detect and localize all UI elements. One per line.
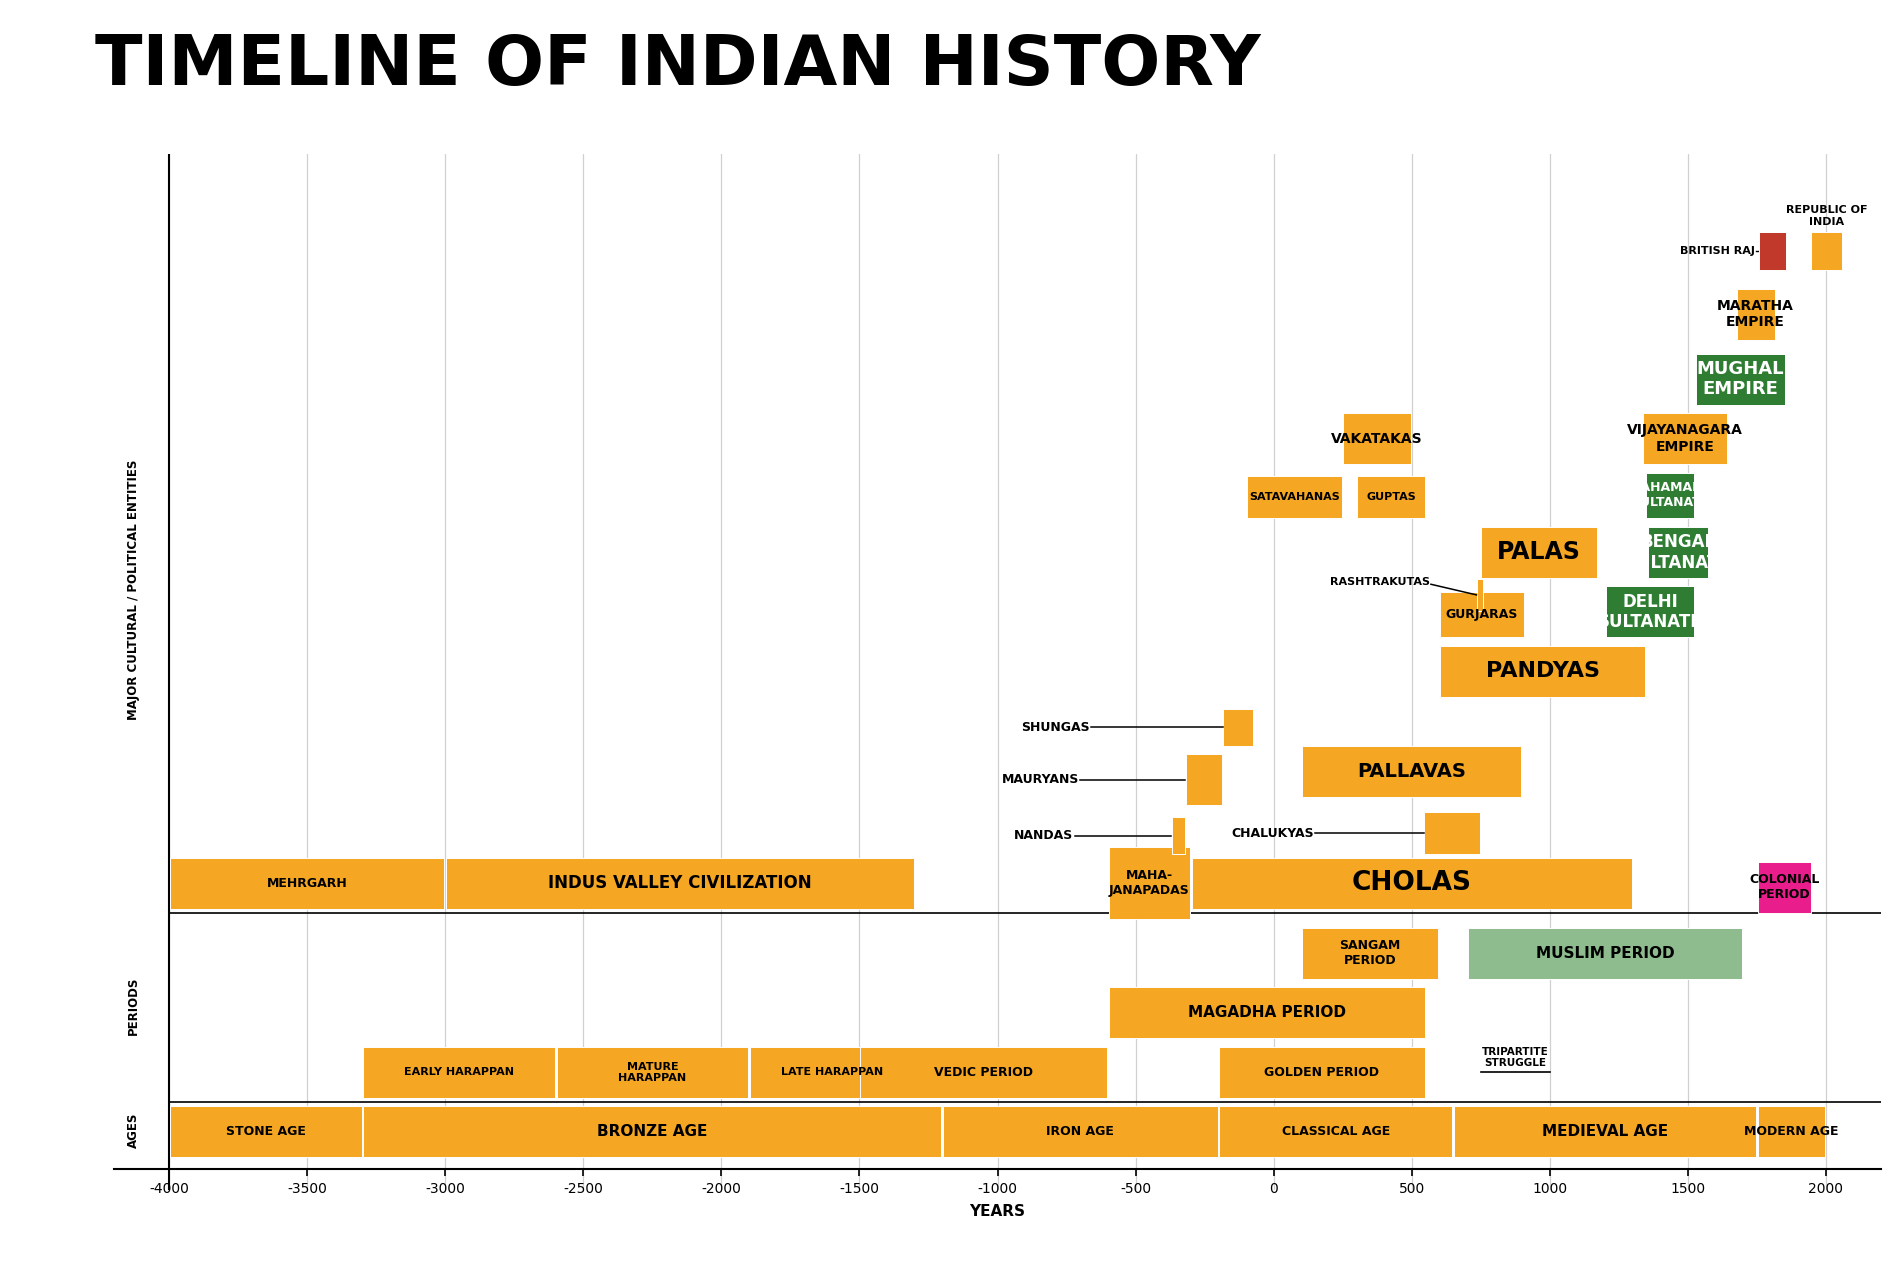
Text: PALAS: PALAS — [1497, 540, 1581, 564]
Bar — [1246, 476, 1341, 518]
Text: DELHI
SULTANATE: DELHI SULTANATE — [1598, 593, 1702, 631]
Bar — [446, 858, 914, 909]
Bar — [1220, 1106, 1452, 1157]
Text: COLONIAL
PERIOD: COLONIAL PERIOD — [1750, 873, 1820, 901]
Text: REPUBLIC OF
INDIA: REPUBLIC OF INDIA — [1786, 205, 1868, 227]
Bar — [169, 1106, 361, 1157]
Text: MAJOR CULTURAL / POLITICAL ENTITIES: MAJOR CULTURAL / POLITICAL ENTITIES — [127, 460, 141, 721]
Text: PANDYAS: PANDYAS — [1486, 662, 1600, 681]
Text: CHALUKYAS: CHALUKYAS — [1231, 827, 1313, 840]
Text: PERIODS: PERIODS — [127, 977, 141, 1036]
Bar — [1357, 476, 1425, 518]
Bar — [1759, 232, 1786, 270]
Bar — [1758, 1106, 1826, 1157]
Bar — [1110, 987, 1425, 1038]
Text: GOLDEN PERIOD: GOLDEN PERIOD — [1264, 1066, 1379, 1079]
Text: STONE AGE: STONE AGE — [226, 1125, 306, 1138]
Bar — [1811, 232, 1843, 270]
Text: MUSLIM PERIOD: MUSLIM PERIOD — [1535, 946, 1674, 961]
Bar — [1110, 847, 1189, 919]
Bar — [1467, 928, 1742, 979]
Text: VAKATAKAS: VAKATAKAS — [1332, 431, 1423, 445]
Bar — [1476, 579, 1484, 611]
Bar — [1758, 861, 1811, 913]
Text: MATURE
HARAPPAN: MATURE HARAPPAN — [618, 1061, 686, 1083]
Text: BRONZE AGE: BRONZE AGE — [597, 1124, 707, 1139]
Bar — [1224, 709, 1252, 746]
Bar — [1695, 353, 1786, 404]
Text: CLASSICAL AGE: CLASSICAL AGE — [1282, 1125, 1389, 1138]
Text: MEDIEVAL AGE: MEDIEVAL AGE — [1541, 1124, 1668, 1139]
X-axis label: YEARS: YEARS — [969, 1204, 1026, 1219]
Bar — [1220, 1047, 1425, 1098]
Bar — [1186, 754, 1222, 805]
Text: PALLAVAS: PALLAVAS — [1357, 762, 1467, 781]
Text: SHUNGAS: SHUNGAS — [1022, 721, 1091, 733]
Text: CHOLAS: CHOLAS — [1351, 870, 1472, 896]
Bar — [942, 1106, 1218, 1157]
Bar — [1302, 746, 1522, 797]
Text: MEHRGARH: MEHRGARH — [266, 877, 348, 890]
Bar — [1606, 586, 1695, 637]
Bar — [1645, 472, 1695, 518]
Text: GURJARAS: GURJARAS — [1446, 608, 1518, 621]
Text: MAGADHA PERIOD: MAGADHA PERIOD — [1188, 1005, 1345, 1020]
Text: BRITISH RAJ: BRITISH RAJ — [1680, 246, 1754, 256]
Bar — [1482, 527, 1596, 577]
Bar — [1440, 646, 1645, 698]
Bar — [861, 1047, 1108, 1098]
Text: BAHAMANI
SULTANATE: BAHAMANI SULTANATE — [1632, 481, 1710, 509]
Bar — [1191, 858, 1632, 909]
Text: VEDIC PERIOD: VEDIC PERIOD — [935, 1066, 1034, 1079]
Bar — [557, 1047, 749, 1098]
Bar — [1454, 1106, 1756, 1157]
Bar — [1440, 591, 1524, 637]
Text: EARLY HARAPPAN: EARLY HARAPPAN — [405, 1068, 515, 1078]
Text: TRIPARTITE
STRUGGLE: TRIPARTITE STRUGGLE — [1482, 1047, 1548, 1068]
Text: VIJAYANAGARA
EMPIRE: VIJAYANAGARA EMPIRE — [1626, 424, 1742, 453]
Text: TIMELINE OF INDIAN HISTORY: TIMELINE OF INDIAN HISTORY — [95, 32, 1260, 99]
Bar — [1172, 817, 1186, 854]
Text: IRON AGE: IRON AGE — [1047, 1125, 1113, 1138]
Text: GUPTAS: GUPTAS — [1366, 492, 1416, 502]
Text: INDUS VALLEY CIVILIZATION: INDUS VALLEY CIVILIZATION — [549, 874, 811, 892]
Bar — [1302, 928, 1438, 979]
Text: MAURYANS: MAURYANS — [1001, 773, 1079, 786]
Bar — [1425, 812, 1480, 854]
Text: SATAVAHANAS: SATAVAHANAS — [1248, 492, 1339, 502]
Bar — [1647, 527, 1708, 577]
Bar — [363, 1047, 555, 1098]
Text: MAHA-
JANAPADAS: MAHA- JANAPADAS — [1110, 869, 1189, 897]
Bar — [1343, 413, 1412, 465]
Text: RASHTRAKUTAS: RASHTRAKUTAS — [1330, 577, 1429, 588]
Bar — [1644, 413, 1727, 465]
Bar — [1737, 289, 1775, 339]
Text: MODERN AGE: MODERN AGE — [1744, 1125, 1839, 1138]
Text: LATE HARAPPAN: LATE HARAPPAN — [781, 1068, 884, 1078]
Bar — [169, 858, 445, 909]
Text: MARATHA
EMPIRE: MARATHA EMPIRE — [1718, 300, 1794, 329]
Text: BENGAL
SULTANATE: BENGAL SULTANATE — [1626, 532, 1731, 572]
Text: MUGHAL
EMPIRE: MUGHAL EMPIRE — [1697, 360, 1784, 398]
Text: NANDAS: NANDAS — [1015, 829, 1073, 842]
Bar — [750, 1047, 914, 1098]
Text: SANGAM
PERIOD: SANGAM PERIOD — [1340, 940, 1400, 968]
Text: AGES: AGES — [127, 1112, 141, 1148]
Bar — [363, 1106, 942, 1157]
